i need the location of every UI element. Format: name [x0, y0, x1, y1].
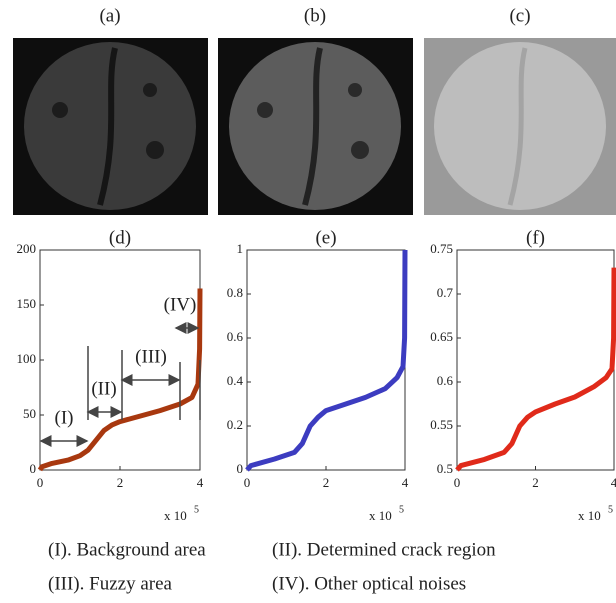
x-tick-label: 0 — [454, 475, 461, 490]
y-tick-label: 200 — [17, 241, 37, 256]
caption-item: (I). Background area — [48, 539, 206, 560]
plot-frame — [40, 250, 200, 470]
y-tick-label: 0.55 — [430, 417, 453, 432]
panel-label: (b) — [304, 5, 326, 26]
image-c — [424, 38, 616, 215]
plot-frame — [457, 250, 614, 470]
y-tick-label: 0.7 — [437, 285, 454, 300]
y-tick-label: 0.2 — [227, 417, 243, 432]
x-tick-label: 4 — [197, 475, 204, 490]
chart-title: (f) — [526, 227, 545, 248]
x-scale: x 10 — [578, 508, 601, 523]
y-tick-label: 0 — [30, 461, 37, 476]
x-tick-label: 0 — [244, 475, 251, 490]
y-tick-label: 0.8 — [227, 285, 243, 300]
y-tick-label: 1 — [237, 241, 244, 256]
figure: (a) (b) (c) (I). Background area (II). D… — [0, 0, 616, 603]
x-tick-label: 2 — [532, 475, 539, 490]
y-tick-label: 0.65 — [430, 329, 453, 344]
y-tick-label: 0.6 — [227, 329, 244, 344]
image-a — [13, 38, 208, 215]
x-tick-label: 4 — [402, 475, 409, 490]
caption-item: (IV). Other optical noises — [272, 573, 466, 594]
annotation: (IV) — [164, 294, 197, 315]
plot-frame — [247, 250, 405, 470]
x-scale-exponent: 5 — [399, 504, 404, 515]
x-scale: x 10 — [369, 508, 392, 523]
panel-label: (c) — [509, 5, 530, 26]
curve — [457, 268, 614, 470]
y-tick-label: 0.6 — [437, 373, 454, 388]
x-tick-label: 4 — [611, 475, 616, 490]
y-tick-label: 50 — [23, 406, 36, 421]
x-tick-label: 2 — [117, 475, 124, 490]
chart-title: (d) — [109, 227, 131, 248]
y-tick-label: 0.75 — [430, 241, 453, 256]
y-tick-label: 0.5 — [437, 461, 453, 476]
chart-title: (e) — [315, 227, 336, 248]
annotation: (II) — [91, 378, 116, 399]
x-tick-label: 2 — [323, 475, 330, 490]
y-tick-label: 150 — [17, 296, 37, 311]
y-tick-label: 0.4 — [227, 373, 244, 388]
panel-label: (a) — [99, 5, 120, 26]
annotation: (I) — [55, 407, 74, 428]
y-tick-label: 0 — [237, 461, 244, 476]
caption-item: (II). Determined crack region — [272, 539, 496, 560]
annotation: (III) — [135, 346, 167, 367]
y-tick-label: 100 — [17, 351, 37, 366]
image-b — [218, 38, 413, 215]
x-scale-exponent: 5 — [194, 504, 199, 515]
x-tick-label: 0 — [37, 475, 44, 490]
x-scale: x 10 — [164, 508, 187, 523]
caption-item: (III). Fuzzy area — [48, 573, 173, 594]
curve — [247, 250, 405, 470]
x-scale-exponent: 5 — [608, 504, 613, 515]
